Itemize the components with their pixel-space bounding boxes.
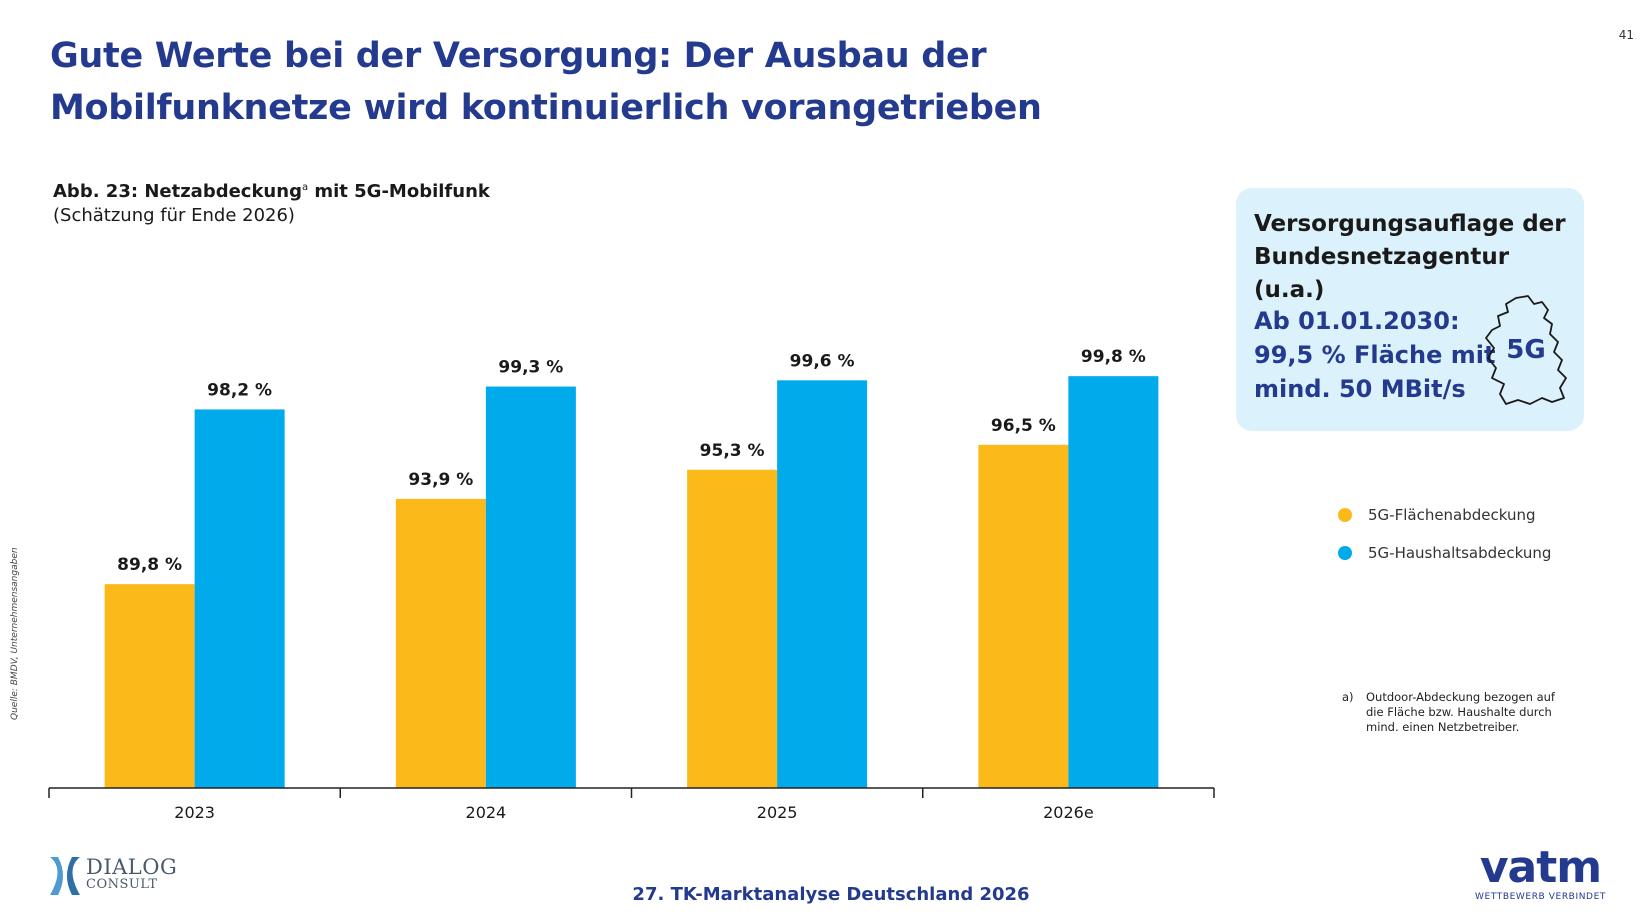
bar-haushalte-2024 — [485, 386, 576, 788]
footnote: a) Outdoor-Abdeckung bezogen auf die Flä… — [1342, 690, 1572, 735]
dialog-logo-line2: CONSULT — [86, 877, 158, 892]
figure-caption: Abb. 23: Netzabdeckunga mit 5G-Mobilfunk… — [53, 176, 490, 228]
info-box-line: mind. 50 MBit/s — [1254, 375, 1466, 403]
footnote-text: Outdoor-Abdeckung bezogen auf die Fläche… — [1366, 690, 1555, 734]
info-box: Versorgungsauflage der Bundesnetzagentur… — [1236, 188, 1584, 431]
info-box-title: Versorgungsauflage der Bundesnetzagentur… — [1254, 211, 1566, 303]
x-tick-label: 2025 — [757, 803, 798, 822]
vatm-logo: vatm WETTBEWERB VERBINDET — [1468, 842, 1613, 903]
legend-item: 5G-Flächenabdeckung — [1338, 496, 1551, 534]
footnote-mark: a) — [1342, 690, 1354, 704]
bar-haushalte-2023 — [194, 409, 285, 788]
legend-swatch — [1338, 546, 1352, 560]
footer-title: 27. TK-Marktanalyse Deutschland 2026 — [632, 884, 1030, 905]
data-label: 99,8 % — [1081, 347, 1146, 367]
bar-haushalte-2026e — [1068, 376, 1159, 788]
germany-map-icon: 5G — [1485, 295, 1567, 405]
x-tick-label: 2026e — [1043, 803, 1094, 822]
data-label: 99,3 % — [498, 358, 563, 378]
x-tick-label: 2023 — [174, 803, 215, 822]
bar-flaeche-2025 — [687, 469, 778, 788]
dialog-logo-line1: DIALOG — [86, 855, 178, 879]
legend-swatch — [1338, 508, 1352, 522]
dialog-consult-emblem-icon — [50, 857, 80, 895]
info-box-line: Ab 01.01.2030: — [1254, 307, 1460, 335]
page-number: 41 — [1618, 28, 1634, 42]
chart-legend: 5G-Flächenabdeckung 5G-Haushaltsabdeckun… — [1338, 496, 1551, 572]
data-label: 99,6 % — [790, 351, 855, 371]
map-label: 5G — [1506, 335, 1545, 365]
vatm-wordmark: vatm — [1479, 842, 1602, 893]
data-label: 89,8 % — [117, 555, 182, 575]
figure-title: Abb. 23: Netzabdeckung — [53, 181, 302, 202]
info-box-line: 99,5 % Fläche mit — [1254, 341, 1496, 369]
data-label: 95,3 % — [700, 441, 765, 461]
bar-flaeche-2023 — [104, 584, 195, 788]
info-box-body: Ab 01.01.2030: 99,5 % Fläche mit mind. 5… — [1254, 304, 1495, 406]
x-tick-label: 2024 — [466, 803, 507, 822]
legend-label: 5G-Flächenabdeckung — [1368, 506, 1536, 524]
bar-flaeche-2024 — [395, 498, 486, 788]
figure-title-suffix: mit 5G-Mobilfunk — [308, 181, 490, 202]
dialog-consult-logo: DIALOG CONSULT — [48, 855, 177, 897]
data-label: 96,5 % — [991, 416, 1056, 436]
bar-flaeche-2026e — [978, 444, 1069, 788]
footnote-marker: a — [301, 182, 309, 193]
legend-label: 5G-Haushaltsabdeckung — [1368, 544, 1552, 562]
data-label: 93,9 % — [408, 470, 473, 490]
legend-item: 5G-Haushaltsabdeckung — [1338, 534, 1551, 572]
vatm-tagline: WETTBEWERB VERBINDET — [1475, 892, 1606, 902]
data-label: 98,2 % — [207, 380, 272, 400]
figure-subtitle: (Schätzung für Ende 2026) — [53, 205, 295, 226]
bar-haushalte-2025 — [777, 380, 868, 788]
bar-chart: 89,8 % 98,2 % 2023 93,9 % 99,3 % 2024 95,3 % 99… — [48, 347, 1215, 822]
slide-title: Gute Werte bei der Versorgung: Der Ausba… — [50, 36, 1042, 128]
